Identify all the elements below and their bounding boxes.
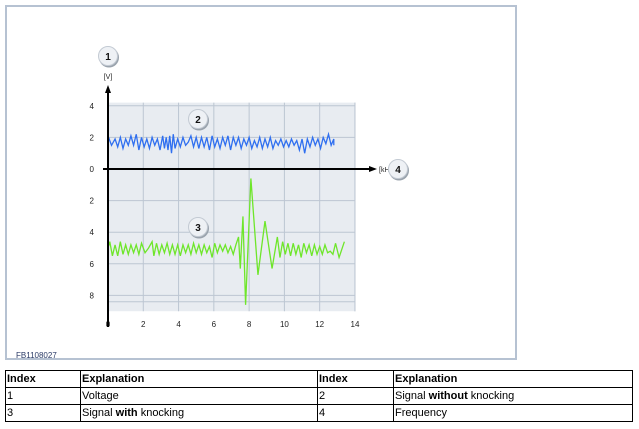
emphasis-text: without: [428, 390, 468, 402]
table-header-row: Index Explanation Index Explanation: [5, 370, 633, 388]
series-line-without-knocking: [107, 131, 335, 154]
figure-id: FB1108027: [16, 351, 57, 360]
y-tick-label: 2: [90, 133, 95, 142]
x-tick-label: 12: [315, 320, 324, 329]
text-segment: knocking: [137, 407, 185, 419]
explanation-cell: Signal with knocking: [80, 404, 318, 422]
y-tick-label: 4: [90, 102, 95, 111]
index-cell: 4: [317, 404, 394, 422]
x-tick-label: 6: [212, 320, 217, 329]
callout-2: 2: [188, 109, 209, 131]
x-tick-label: 2: [141, 320, 146, 329]
header-index-2: Index: [317, 370, 394, 388]
text-segment: Frequency: [395, 407, 447, 419]
x-axis-label: [kHz]: [379, 167, 395, 174]
callout-number: 3: [195, 223, 201, 234]
callout-circle: [98, 46, 118, 66]
text-segment: Signal: [395, 390, 429, 402]
table-row: 1 Voltage 2 Signal without knocking: [5, 387, 633, 405]
index-cell: 3: [5, 404, 81, 422]
y-axis-label: [V]: [104, 74, 113, 81]
text-segment: knocking: [467, 390, 515, 402]
callout-circle: [188, 217, 208, 237]
callout-3: 3: [188, 217, 209, 239]
callout-1: 1: [98, 46, 119, 68]
header-explanation-1: Explanation: [80, 370, 318, 388]
explanation-cell: Voltage: [80, 387, 318, 405]
callout-number: 4: [395, 165, 401, 176]
x-tick-label: 4: [176, 320, 181, 329]
explanation-cell: Frequency: [393, 404, 633, 422]
x-tick-label: 8: [247, 320, 252, 329]
series-line-with-knocking: [107, 178, 345, 305]
y-axis-arrow-icon: [105, 85, 111, 93]
x-tick-label: 10: [280, 320, 289, 329]
callout-circle: [188, 109, 208, 129]
x-axis-arrow-icon: [369, 166, 377, 172]
header-index-1: Index: [5, 370, 81, 388]
callout-number: 1: [105, 52, 111, 63]
explanation-cell: Signal without knocking: [393, 387, 633, 405]
callout-circle: [388, 159, 408, 179]
y-tick-label: 8: [90, 291, 95, 300]
table-row: 3 Signal with knocking 4 Frequency: [5, 404, 633, 422]
y-tick-label: 6: [90, 260, 95, 269]
y-tick-label: 4: [90, 228, 95, 237]
emphasis-text: with: [115, 407, 138, 419]
x-tick-label: 14: [351, 320, 360, 329]
legend-table: Index Explanation Index Explanation 1 Vo…: [5, 370, 633, 422]
plot-background: [108, 102, 355, 312]
index-cell: 2: [317, 387, 394, 405]
index-cell: 1: [5, 387, 81, 405]
callout-4: 4: [388, 159, 409, 181]
text-segment: Signal: [82, 407, 116, 419]
header-explanation-2: Explanation: [393, 370, 633, 388]
y-tick-label: 0: [90, 165, 95, 174]
y-tick-label: 2: [90, 197, 95, 206]
callout-number: 2: [195, 115, 201, 126]
text-segment: Voltage: [82, 390, 119, 402]
